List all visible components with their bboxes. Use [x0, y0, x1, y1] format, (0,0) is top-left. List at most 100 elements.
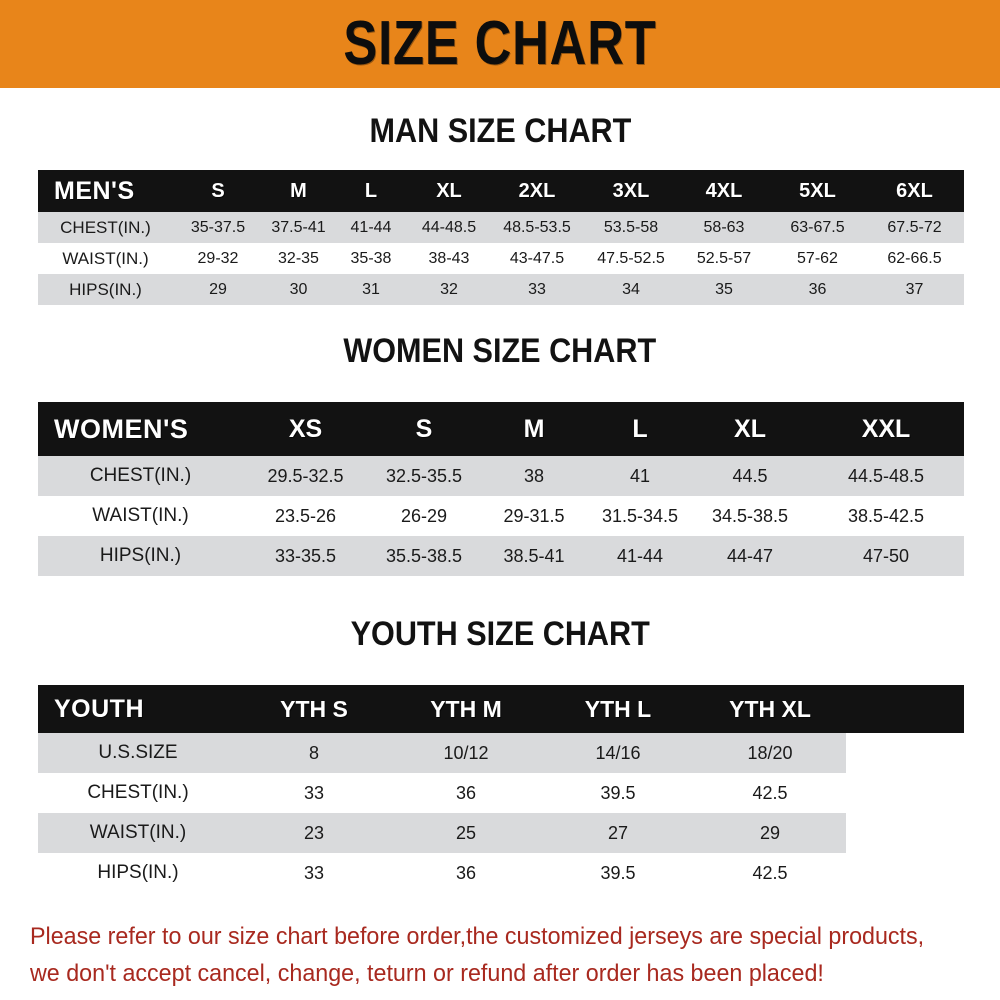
women-cell-1-0: 23.5-26	[274, 505, 337, 526]
men-cell-0-0: 35-37.5	[190, 218, 246, 236]
men-cell-2-3: 32	[440, 280, 458, 298]
men-size-table: MEN'S S M L XL 2XL 3XL 4XL 5XL 6XL CHEST…	[38, 170, 964, 305]
youth-cell-0-2: 14/16	[595, 742, 641, 763]
women-cell-0-1: 32.5-35.5	[385, 465, 463, 486]
youth-table-header-row: YOUTH YTH S YTH M YTH L YTH XL	[38, 685, 964, 733]
youth-cell-0-spacer	[846, 733, 964, 773]
page-banner: SIZE CHART	[0, 0, 1000, 88]
men-cell-1-0: 29-32	[197, 249, 239, 267]
women-cell-0-2: 38	[523, 465, 545, 486]
youth-cell-1-spacer	[846, 773, 964, 813]
youth-col-header-spacer	[846, 685, 964, 733]
men-col-header-3: XL	[436, 179, 462, 202]
men-section-title: MAN SIZE CHART	[0, 112, 1000, 150]
youth-col-header-0: YTH S	[280, 695, 348, 722]
women-cell-1-1: 26-29	[400, 505, 448, 526]
men-col-header-5: 3XL	[612, 179, 650, 202]
youth-cell-2-2: 27	[607, 822, 629, 843]
men-cell-2-4: 33	[528, 280, 546, 298]
women-row-label-2: HIPS(IN.)	[99, 545, 182, 566]
men-col-header-4: 2XL	[518, 179, 556, 202]
men-cell-0-5: 53.5-58	[603, 218, 659, 236]
women-section-title: WOMEN SIZE CHART	[0, 332, 1000, 370]
men-cell-1-6: 52.5-57	[696, 249, 752, 267]
women-cell-2-3: 41-44	[616, 545, 664, 566]
youth-cell-3-3: 42.5	[752, 862, 788, 883]
youth-col-header-3: YTH XL	[729, 695, 811, 722]
table-row: CHEST(IN.) 35-37.5 37.5-41 41-44 44-48.5…	[38, 212, 964, 243]
table-row: WAIST(IN.) 23 25 27 29	[38, 813, 964, 853]
men-cell-0-8: 67.5-72	[887, 218, 942, 236]
youth-cell-0-0: 8	[308, 742, 319, 763]
men-cell-2-8: 37	[905, 280, 924, 298]
table-row: CHEST(IN.) 33 36 39.5 42.5	[38, 773, 964, 813]
men-cell-0-7: 63-67.5	[790, 218, 845, 236]
women-col-header-1: S	[415, 414, 433, 443]
women-cell-2-0: 33-35.5	[274, 545, 337, 566]
men-cell-0-3: 44-48.5	[421, 218, 477, 236]
youth-cell-1-2: 39.5	[600, 782, 636, 803]
women-cell-2-4: 44-47	[726, 545, 774, 566]
youth-size-table: YOUTH YTH S YTH M YTH L YTH XL U.S.SIZE …	[38, 685, 964, 893]
men-cell-0-1: 37.5-41	[271, 218, 326, 236]
women-cell-2-2: 38.5-41	[503, 545, 565, 566]
youth-section-title-text: YOUTH SIZE CHART	[350, 615, 650, 653]
youth-cell-3-1: 36	[455, 862, 477, 883]
men-row-label-1: WAIST(IN.)	[62, 248, 149, 268]
youth-col-header-1: YTH M	[430, 695, 502, 722]
youth-cell-2-1: 25	[455, 822, 477, 843]
men-col-header-8: 6XL	[896, 179, 933, 202]
men-cell-0-4: 48.5-53.5	[503, 218, 571, 236]
women-col-header-2: M	[523, 414, 545, 443]
men-col-header-1: M	[290, 179, 307, 202]
men-col-header-2: L	[364, 179, 378, 202]
women-row-label-0: CHEST(IN.)	[89, 465, 192, 486]
women-row-label-1: WAIST(IN.)	[92, 505, 189, 526]
women-col-header-0: XS	[288, 414, 323, 443]
table-row: U.S.SIZE 8 10/12 14/16 18/20	[38, 733, 964, 773]
men-cell-0-2: 41-44	[350, 218, 392, 236]
youth-cell-0-1: 10/12	[443, 742, 489, 763]
youth-cell-1-1: 36	[455, 782, 477, 803]
men-cell-1-1: 32-35	[278, 249, 319, 267]
youth-cell-3-0: 33	[303, 862, 325, 883]
women-col-header-5: XXL	[861, 414, 911, 443]
women-cell-1-3: 31.5-34.5	[601, 505, 679, 526]
table-row: HIPS(IN.) 33 36 39.5 42.5	[38, 853, 964, 893]
youth-row-label-0: U.S.SIZE	[98, 742, 178, 763]
youth-cell-0-3: 18/20	[747, 742, 793, 763]
men-cell-1-2: 35-38	[350, 249, 392, 267]
youth-cell-3-2: 39.5	[600, 862, 636, 883]
men-cell-1-7: 57-62	[797, 249, 838, 267]
men-cell-2-7: 36	[808, 280, 827, 298]
women-cell-1-2: 29-31.5	[503, 505, 565, 526]
men-cell-1-8: 62-66.5	[887, 249, 942, 267]
women-cell-0-3: 41	[629, 465, 651, 486]
women-col-header-4: XL	[734, 414, 766, 443]
men-cell-1-3: 38-43	[428, 249, 470, 267]
women-cell-1-4: 34.5-38.5	[711, 505, 789, 526]
men-cell-0-6: 58-63	[703, 218, 745, 236]
men-col-header-0: S	[211, 179, 225, 202]
men-row-label-0: CHEST(IN.)	[60, 217, 151, 237]
women-cell-0-0: 29.5-32.5	[267, 465, 344, 486]
youth-row-label-3: HIPS(IN.)	[97, 862, 179, 883]
women-cell-0-4: 44.5	[732, 465, 768, 486]
men-cell-2-5: 34	[622, 280, 640, 298]
footer-disclaimer-line-1: Please refer to our size chart before or…	[30, 923, 925, 950]
men-cell-2-1: 30	[289, 280, 308, 298]
men-cell-1-5: 47.5-52.5	[597, 249, 665, 267]
men-cell-2-6: 35	[715, 280, 733, 298]
men-cell-2-2: 31	[362, 280, 380, 298]
men-section-title-text: MAN SIZE CHART	[369, 112, 631, 150]
men-cell-1-4: 43-47.5	[509, 249, 565, 267]
women-cell-2-1: 35.5-38.5	[385, 545, 463, 566]
youth-corner-label: YOUTH	[54, 694, 144, 723]
footer-disclaimer-line-2: we don't accept cancel, change, teturn o…	[30, 960, 824, 987]
table-row: HIPS(IN.) 29 30 31 32 33 34 35 36 37	[38, 274, 964, 305]
youth-cell-2-spacer	[846, 813, 964, 853]
youth-row-label-1: CHEST(IN.)	[87, 782, 189, 803]
men-corner-label: MEN'S	[54, 176, 135, 205]
women-col-header-3: L	[632, 414, 648, 443]
